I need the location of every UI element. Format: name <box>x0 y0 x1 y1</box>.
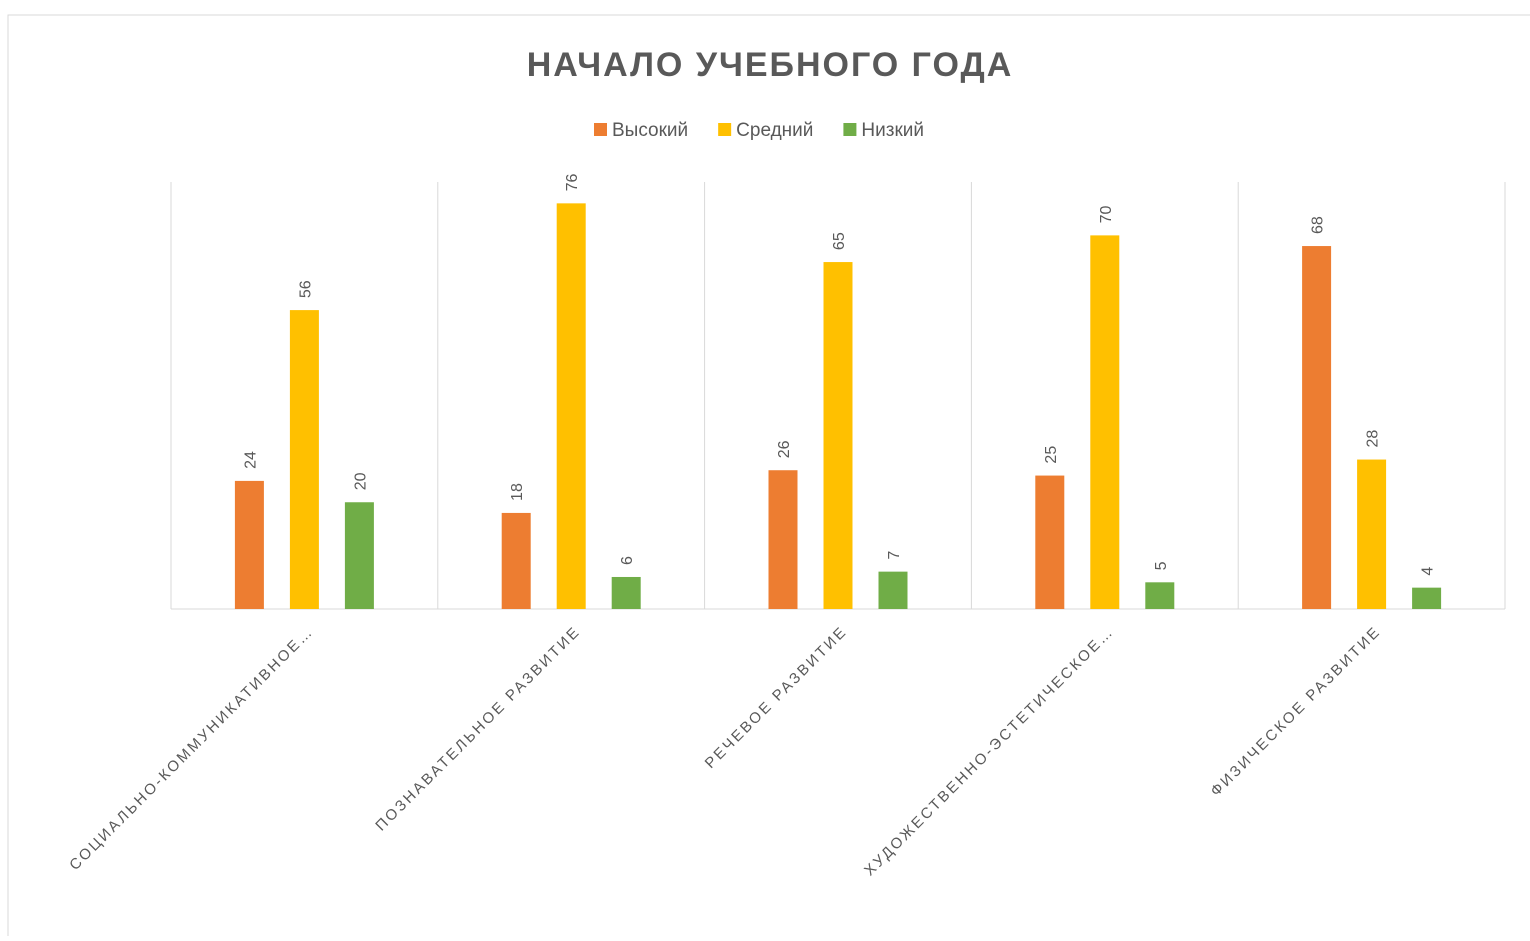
data-label: 70 <box>1098 205 1115 223</box>
data-label: 6 <box>619 556 636 565</box>
bar <box>1090 235 1120 609</box>
bar <box>1145 582 1175 609</box>
bar <box>878 571 908 609</box>
data-label: 28 <box>1365 430 1382 448</box>
data-label: 24 <box>242 451 259 469</box>
bar <box>344 502 374 609</box>
data-label: 7 <box>886 551 903 560</box>
data-label: 68 <box>1310 216 1327 234</box>
bar <box>1035 475 1065 609</box>
data-label: 18 <box>509 483 526 501</box>
legend-label: Средний <box>736 120 813 141</box>
legend-label: Низкий <box>861 120 924 141</box>
data-label: 20 <box>352 472 369 490</box>
bar <box>1302 246 1332 610</box>
bar <box>501 512 531 609</box>
bar <box>556 203 586 609</box>
bar <box>823 262 853 609</box>
chart-title: НАЧАЛО УЧЕБНОГО ГОДА <box>527 46 1014 84</box>
legend-swatch <box>843 123 857 136</box>
data-label: 25 <box>1043 446 1060 464</box>
bar <box>1412 587 1442 609</box>
data-label: 26 <box>776 440 793 458</box>
data-label: 76 <box>564 173 581 191</box>
bar <box>768 470 798 609</box>
bar <box>611 576 641 609</box>
data-label: 4 <box>1420 567 1437 576</box>
data-label: 56 <box>297 280 314 298</box>
bar <box>289 310 319 609</box>
legend-swatch <box>594 123 607 136</box>
bar <box>1357 459 1387 609</box>
data-label: 5 <box>1153 561 1170 570</box>
legend-swatch <box>718 123 732 136</box>
legend-label: Высокий <box>612 120 688 141</box>
bar <box>234 480 264 609</box>
data-label: 65 <box>831 232 848 250</box>
